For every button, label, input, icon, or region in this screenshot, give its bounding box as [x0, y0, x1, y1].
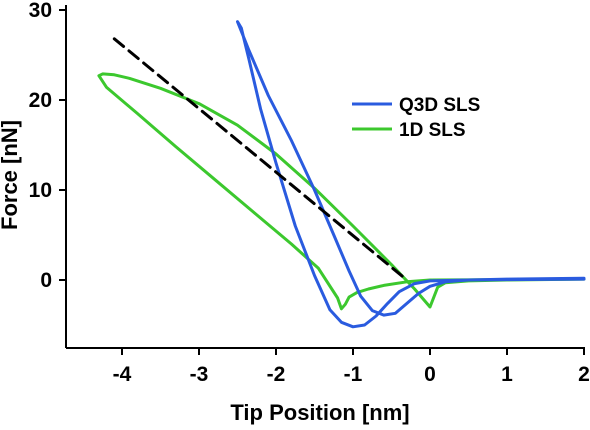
y-axis-title: Force [nN]: [0, 120, 22, 230]
y-tick-label: 0: [40, 269, 52, 292]
x-axis-title: Tip Position [nm]: [230, 400, 409, 425]
x-ticks: -4 -3 -2 -1 0 1 2: [113, 348, 590, 386]
x-tick-label: -2: [267, 363, 286, 386]
x-tick-label: 2: [578, 363, 590, 386]
legend-label-1d: 1D SLS: [399, 120, 466, 141]
x-tick-label: 0: [424, 363, 436, 386]
x-tick-label: 1: [501, 363, 513, 386]
x-tick-label: -1: [344, 363, 363, 386]
series-line-q3d-sls: [236, 20, 586, 329]
y-tick-label: 30: [29, 0, 52, 22]
legend: Q3D SLS 1D SLS: [352, 95, 480, 141]
axes: [65, 5, 585, 349]
y-tick-label: 20: [29, 89, 52, 112]
plot-area: [97, 20, 586, 329]
y-ticks: 0 10 20 30: [29, 0, 66, 292]
y-tick-label: 10: [29, 179, 52, 202]
series-line-1d-sls: [97, 72, 586, 311]
x-tick-label: -4: [113, 363, 132, 386]
series-line-dashed-fit: [112, 37, 409, 282]
x-tick-label: -3: [190, 363, 209, 386]
legend-label-q3d: Q3D SLS: [399, 95, 480, 116]
